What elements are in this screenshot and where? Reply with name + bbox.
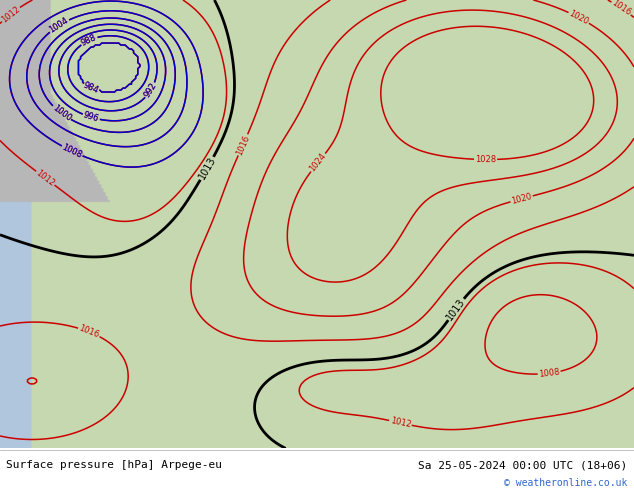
Text: 1016: 1016	[77, 324, 101, 340]
Text: 1013: 1013	[444, 296, 467, 322]
Text: 1020: 1020	[567, 9, 590, 26]
Text: © weatheronline.co.uk: © weatheronline.co.uk	[504, 478, 628, 488]
Text: 984: 984	[82, 81, 100, 96]
Text: 1000: 1000	[50, 103, 72, 123]
Text: 1012: 1012	[389, 416, 411, 430]
Text: 1004: 1004	[48, 16, 70, 35]
Text: 1024: 1024	[308, 151, 328, 173]
Text: 1008: 1008	[538, 368, 560, 379]
Text: Surface pressure [hPa] Arpege-eu: Surface pressure [hPa] Arpege-eu	[6, 460, 223, 470]
Text: 1013: 1013	[197, 155, 217, 181]
Text: 1016: 1016	[235, 133, 251, 156]
Text: 1012: 1012	[0, 4, 22, 24]
Text: 988: 988	[80, 33, 98, 48]
Text: 992: 992	[143, 81, 158, 99]
Text: Sa 25-05-2024 00:00 UTC (18+06): Sa 25-05-2024 00:00 UTC (18+06)	[418, 460, 628, 470]
Text: 996: 996	[82, 111, 100, 124]
Text: 1004: 1004	[48, 16, 70, 35]
Text: 1000: 1000	[50, 103, 72, 123]
Text: 1020: 1020	[510, 192, 533, 206]
Text: 988: 988	[80, 33, 98, 48]
Text: 1028: 1028	[475, 155, 496, 164]
Text: 996: 996	[82, 111, 100, 124]
Text: 1008: 1008	[61, 143, 84, 160]
Text: 1012: 1012	[34, 168, 56, 188]
Text: 992: 992	[143, 81, 158, 99]
Text: 1016: 1016	[610, 0, 633, 18]
Text: 984: 984	[82, 81, 100, 96]
Text: 1008: 1008	[61, 143, 84, 160]
